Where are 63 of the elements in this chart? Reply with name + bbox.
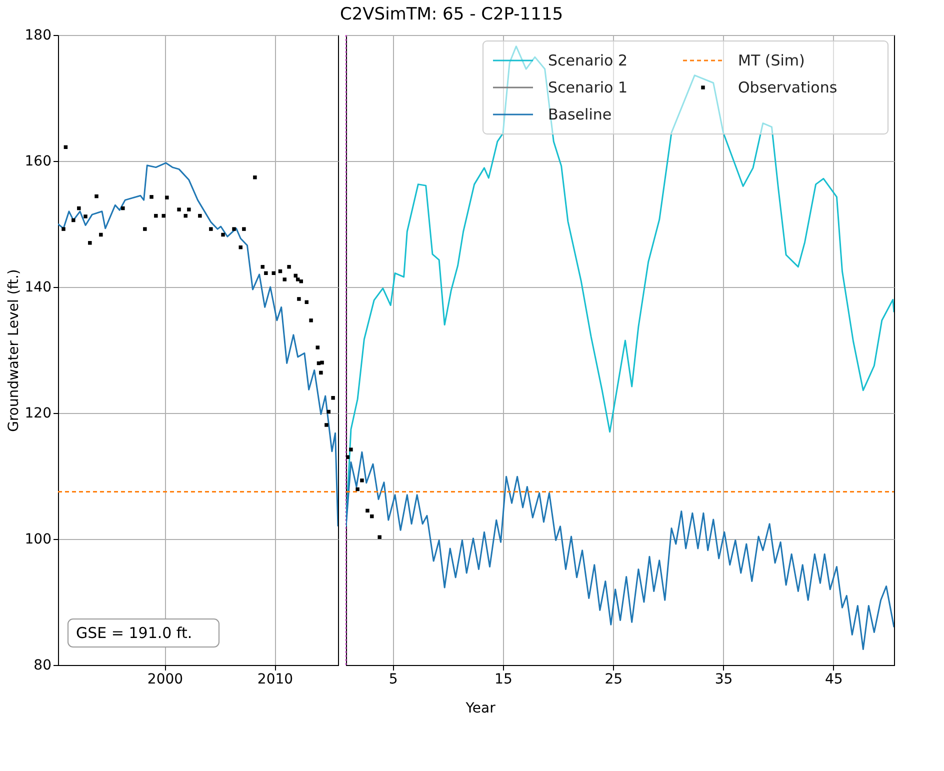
point [88,241,92,245]
y-tick-label: 160 [24,154,52,170]
x-tick-label: 5 [388,672,398,688]
x-tick-label: 25 [604,672,623,688]
point [84,214,88,218]
point [370,514,374,518]
y-tick-label: 80 [34,658,52,674]
point [346,455,350,459]
point [297,297,301,301]
point [143,227,147,231]
y-tick-label: 120 [24,406,52,422]
point [287,264,291,269]
point [253,176,257,180]
point [324,423,328,427]
y-tick-label: 100 [24,532,52,548]
point [187,208,191,212]
point [99,232,103,237]
point [282,278,287,282]
point [150,195,154,199]
legend-label: MT (Sim) [738,52,805,70]
legend-label: Baseline [548,106,612,124]
point [177,208,181,212]
point [221,232,225,237]
y-tick-label: 180 [24,28,52,44]
legend-label: Scenario 1 [548,78,628,96]
point [331,396,335,400]
y-tick-label: 140 [24,280,52,296]
point [209,227,213,231]
point [121,206,125,210]
point [72,218,76,222]
y-axis-title: Groundwater Level (ft.) [6,269,22,432]
x-tick-label: 35 [714,672,733,688]
legend-label: Scenario 2 [548,52,628,70]
point [77,206,81,210]
point [316,346,320,350]
point [154,214,158,218]
point [94,194,98,198]
x-tick-label: 45 [825,672,843,688]
point [198,214,202,218]
point [360,478,364,482]
point [264,271,268,276]
x-tick-label: 15 [494,672,512,688]
point [320,360,324,364]
line-series [58,162,338,528]
point [242,227,246,231]
point [309,318,313,322]
point [366,508,370,513]
point [356,487,360,492]
x-tick-label: 2000 [147,672,184,688]
point [162,214,166,218]
point [62,227,66,231]
point [165,196,169,200]
point [319,370,323,375]
point [232,227,236,231]
chart-title: C2VSimTM: 65 - C2P-1115 [340,4,564,24]
point [304,300,309,304]
legend-label: Observations [738,78,838,96]
annotation: GSE = 191.0 ft. [76,624,192,642]
x-axis-title: Year [464,700,496,716]
point [349,448,353,452]
point [378,535,382,539]
x-tick-label: 2010 [257,672,294,688]
point [296,278,300,282]
